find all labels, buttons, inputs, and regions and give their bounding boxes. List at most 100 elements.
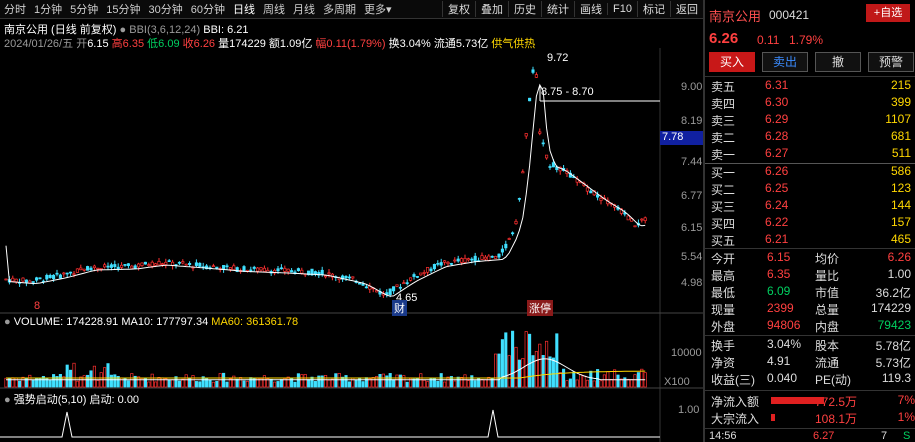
history-button[interactable]: 历史: [508, 1, 541, 17]
candle-body: [296, 268, 300, 272]
candle-body: [164, 261, 168, 265]
price-tick: 5.54: [681, 251, 703, 263]
stat-label: 现量: [711, 303, 736, 317]
candle-body: [89, 267, 93, 271]
tab-weekly[interactable]: 周线: [263, 4, 285, 16]
buy-button[interactable]: 买入: [709, 52, 755, 72]
bid-row[interactable]: 买五 6.21 465: [711, 232, 915, 249]
back-button[interactable]: 返回: [670, 1, 703, 17]
indicator-settings-icon[interactable]: ●: [4, 394, 11, 406]
candle-body: [177, 261, 181, 264]
flow-row[interactable]: 大宗流入 108.1万 1%: [711, 410, 915, 427]
stat-label: 总量: [815, 303, 840, 317]
tab-30min[interactable]: 30分钟: [148, 4, 183, 16]
candle-body: [228, 267, 232, 270]
candle-body: [511, 232, 515, 235]
stat-row[interactable]: 最低 6.09 市值 36.2亿: [711, 284, 915, 301]
tab-15min[interactable]: 15分钟: [106, 4, 141, 16]
bid-row[interactable]: 买四 6.22 157: [711, 215, 915, 232]
chart-header: 南京公用 (日线 前复权) ● BBI(3,6,12,24) BBI: 6.21: [4, 21, 249, 37]
candle-body: [235, 267, 239, 272]
tab-intraday[interactable]: 分时: [4, 4, 26, 16]
volume-bar: [293, 381, 297, 388]
volume-bar: [541, 355, 545, 388]
tab-multi-period[interactable]: 多周期: [323, 4, 356, 16]
ask-row[interactable]: 卖三 6.29 1107: [711, 112, 915, 129]
flow-row[interactable]: 净流入额 772.5万 7%: [711, 393, 915, 410]
volume-bar: [453, 380, 457, 388]
volume-bar: [215, 380, 219, 388]
candle-body: [504, 243, 508, 249]
ask-label: 卖一: [711, 148, 736, 162]
bid-row[interactable]: 买二 6.25 123: [711, 181, 915, 198]
bid-row[interactable]: 买一 6.26 586: [711, 164, 915, 181]
mark-button[interactable]: 标记: [637, 1, 670, 17]
tab-daily[interactable]: 日线: [233, 4, 255, 16]
stat-row[interactable]: 外盘 94806 内盘 79423: [711, 318, 915, 335]
bid-label: 买五: [711, 234, 736, 248]
sell-button[interactable]: 卖出: [762, 52, 808, 72]
candle-body: [534, 74, 538, 78]
ask-row[interactable]: 卖五 6.31 215: [711, 78, 915, 95]
signal-name[interactable]: 强势启动(5,10): [13, 394, 87, 406]
fund-row[interactable]: 换手 3.04% 股本 5.78亿: [711, 337, 915, 354]
candle-body: [143, 261, 147, 265]
candle-body: [385, 292, 389, 295]
ask-row[interactable]: 卖四 6.30 399: [711, 95, 915, 112]
bid-volume: 144: [890, 198, 911, 212]
cancel-order-button[interactable]: 撤: [815, 52, 861, 72]
volume-bar: [592, 380, 596, 388]
price-tick: 4.98: [681, 277, 703, 289]
candle-body: [388, 288, 392, 295]
tab-5min[interactable]: 5分钟: [70, 4, 99, 16]
draw-line-button[interactable]: 画线: [574, 1, 607, 17]
volume-bar: [92, 365, 96, 388]
candle-body: [419, 272, 423, 276]
ask-row[interactable]: 卖一 6.27 511: [711, 146, 915, 163]
fund-label: 股本: [815, 339, 840, 353]
bid-label: 买一: [711, 166, 736, 180]
ask-row[interactable]: 卖二 6.28 681: [711, 129, 915, 146]
add-watchlist-button[interactable]: +自选: [866, 4, 910, 22]
stat-row[interactable]: 最高 6.35 量比 1.00: [711, 267, 915, 284]
candle-body: [599, 197, 603, 201]
indicator-settings-icon[interactable]: ●: [4, 316, 11, 328]
finance-event-tag[interactable]: 财: [392, 300, 407, 316]
tab-monthly[interactable]: 月线: [293, 4, 315, 16]
stat-row[interactable]: 今开 6.15 均价 6.26: [711, 250, 915, 267]
restore-rights-button[interactable]: 复权: [442, 1, 475, 17]
candle-body: [215, 266, 219, 269]
volume-bar: [534, 351, 538, 388]
overlay-button[interactable]: 叠加: [475, 1, 508, 17]
price-chart[interactable]: [0, 0, 703, 442]
candle-body: [392, 286, 396, 292]
volume-bar: [589, 370, 593, 388]
limit-up-event-tag[interactable]: 涨停: [527, 300, 553, 316]
candle-body: [249, 269, 253, 272]
fund-label: 流通: [815, 356, 840, 370]
candle-body: [52, 274, 56, 280]
alert-button[interactable]: 预警: [868, 52, 914, 72]
f10-button[interactable]: F10: [607, 3, 637, 15]
candle-body: [364, 286, 368, 289]
fund-row[interactable]: 收益(三) 0.040 PE(动) 119.3: [711, 371, 915, 388]
indicator-settings-icon[interactable]: ●: [119, 24, 127, 36]
tab-more-label: 更多: [364, 4, 386, 16]
candle-body: [633, 225, 637, 228]
indicator-name[interactable]: BBI(3,6,12,24): [129, 24, 201, 36]
turnover-label: 换: [388, 38, 400, 50]
tab-1min[interactable]: 1分钟: [34, 4, 63, 16]
candle-body: [4, 278, 8, 281]
volume-bar: [52, 374, 56, 388]
tab-60min[interactable]: 60分钟: [190, 4, 225, 16]
candle-body: [194, 262, 198, 266]
candle-body: [446, 261, 450, 265]
low-label: 低: [147, 38, 159, 50]
statistics-button[interactable]: 统计: [541, 1, 574, 17]
fund-row[interactable]: 净资 4.91 流通 5.73亿: [711, 354, 915, 371]
stat-row[interactable]: 现量 2399 总量 174229: [711, 301, 915, 318]
candle-body: [460, 258, 464, 263]
tab-more[interactable]: 更多▾: [360, 1, 396, 17]
concept-tag[interactable]: 供气供热: [491, 38, 536, 50]
bid-row[interactable]: 买三 6.24 144: [711, 198, 915, 215]
